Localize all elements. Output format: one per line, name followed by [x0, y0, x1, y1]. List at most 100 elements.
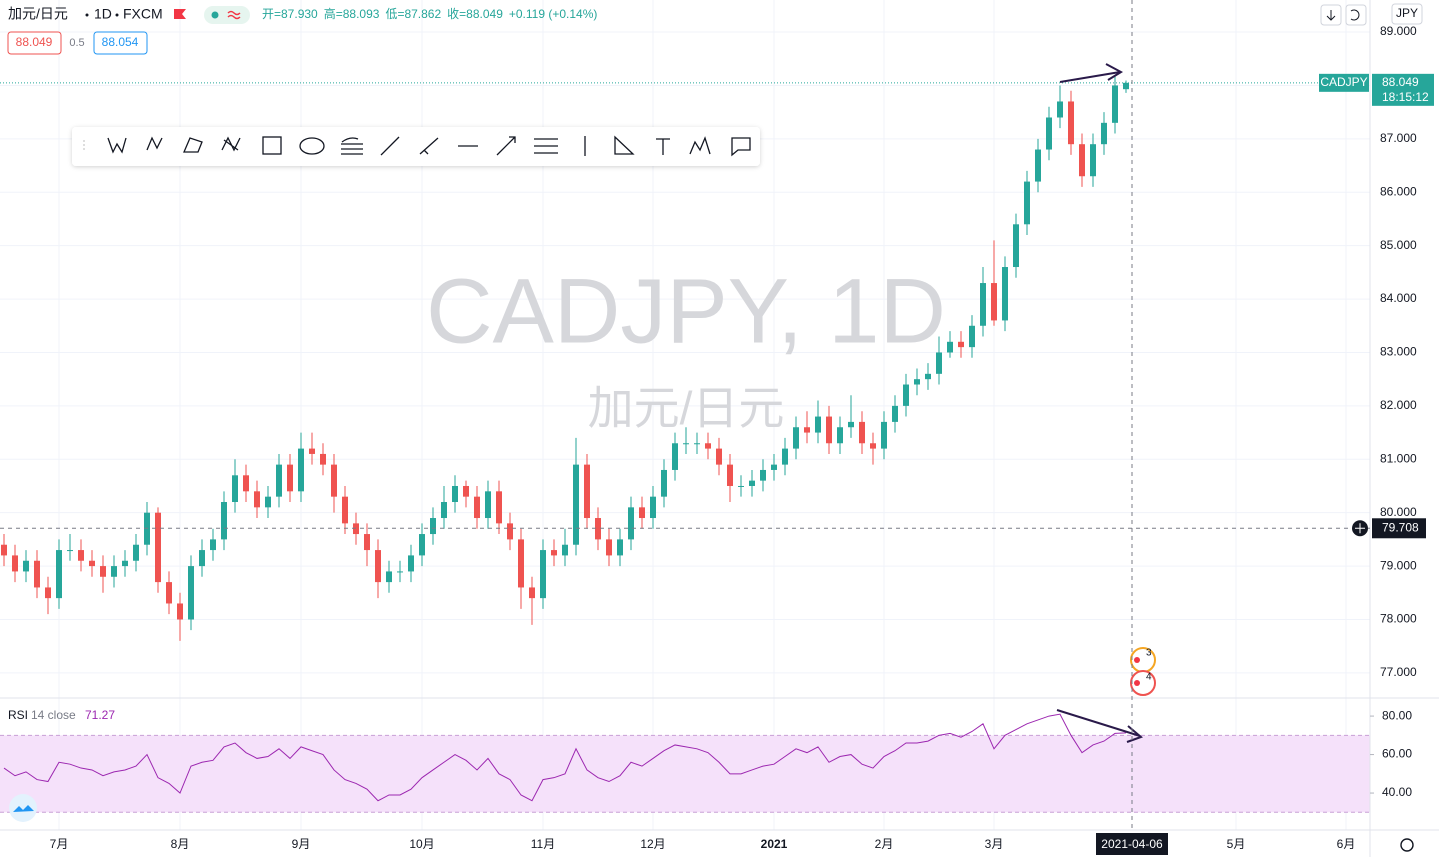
candle-body: [672, 443, 678, 470]
spread: 0.5: [69, 37, 84, 49]
ohlc-value: 收=88.049: [447, 7, 503, 21]
candle-body: [474, 496, 480, 519]
x-tick-label: 2021: [761, 837, 788, 851]
candle-body: [1112, 85, 1118, 123]
candle-body: [56, 550, 62, 599]
logo[interactable]: [9, 794, 37, 822]
crosshair-date: 2021-04-06: [1101, 837, 1163, 851]
candle-body: [540, 550, 546, 599]
candle-body: [210, 539, 216, 551]
currency-button[interactable]: [1391, 3, 1423, 25]
add-icon: [1355, 523, 1365, 534]
event-badge[interactable]: [1130, 670, 1156, 696]
x-tick-label: 9月: [292, 837, 311, 851]
y-tick-label: 80.000: [1380, 505, 1417, 519]
y-tick-label: 79.000: [1380, 558, 1417, 572]
candle-body: [617, 539, 623, 556]
candle-body: [353, 523, 359, 535]
candle-body: [199, 550, 205, 567]
x-tick-label: 12月: [640, 837, 665, 851]
x-tick-label: 8月: [171, 837, 190, 851]
candle-body: [1002, 267, 1008, 321]
candle-body: [331, 464, 337, 497]
interval[interactable]: 1D: [94, 6, 112, 22]
marks: [0, 74, 1370, 802]
y-tick-label: 81.000: [1380, 451, 1417, 465]
y-tick-label: 85.000: [1380, 238, 1417, 252]
candle-body: [826, 416, 832, 444]
candle-body: [793, 427, 799, 449]
x-tick-label: 11月: [531, 837, 555, 851]
candle-body: [67, 550, 73, 552]
candle-body: [738, 485, 744, 487]
y-tick-label: 82.000: [1380, 398, 1417, 412]
candle-body: [705, 443, 711, 449]
candle-body: [551, 550, 557, 556]
candle-body: [1, 544, 7, 556]
candle-body: [606, 539, 612, 556]
ohlc-value: 低=87.862: [385, 7, 441, 21]
candle-body: [914, 379, 920, 385]
candle-body: [177, 603, 183, 620]
y-tick-label: 80.00: [1382, 708, 1412, 722]
band-fill: [0, 735, 1370, 813]
rsi-line: [3, 713, 1127, 802]
candle-body: [518, 539, 524, 588]
bid-box[interactable]: [7, 31, 62, 55]
candle-body: [1123, 82, 1129, 90]
candle-body: [661, 469, 667, 497]
candle-body: [980, 283, 986, 326]
y-tick-label: 77.000: [1380, 665, 1417, 679]
candle-body: [958, 341, 964, 348]
status-pill[interactable]: [204, 6, 250, 24]
candle-body: [584, 464, 590, 519]
candle-body: [386, 571, 392, 583]
candle-body: [1057, 101, 1063, 118]
candle-body: [408, 555, 414, 572]
candle-body: [45, 587, 51, 599]
candle-body: [936, 352, 942, 374]
candle-body: [595, 518, 601, 540]
exchange: FXCM: [123, 6, 163, 22]
candle-body: [430, 518, 436, 535]
y-tick-label: 78.000: [1380, 612, 1417, 626]
crosshair-date-bg: [1096, 833, 1168, 855]
candle-body: [925, 373, 931, 380]
candle-body: [1101, 122, 1107, 145]
candle-body: [782, 448, 788, 465]
candle-body: [1013, 224, 1019, 268]
indicator-name[interactable]: RSI: [8, 708, 28, 722]
candle-body: [848, 421, 854, 428]
candle-body: [903, 384, 909, 406]
candle-body: [749, 480, 755, 486]
settings-icon[interactable]: [1400, 838, 1414, 852]
header: 加元/日元 1D FXCM 开=87.930 高=88.093 低=87.862 收=…: [7, 6, 597, 55]
candle-body: [881, 421, 887, 449]
candle-body: [870, 443, 876, 449]
candle-body: [441, 502, 447, 519]
symbol[interactable]: 加元/日元: [8, 6, 68, 22]
candle-body: [991, 283, 997, 321]
rsi-band: [0, 734, 1370, 813]
candle-body: [375, 550, 381, 583]
reset-button[interactable]: [1345, 4, 1367, 26]
y-tick-label: 84.000: [1380, 291, 1417, 305]
candle-body: [133, 544, 139, 561]
candle-body: [1090, 144, 1096, 177]
y-tick-label: 83.000: [1380, 345, 1417, 359]
flag-icon[interactable]: [174, 9, 186, 19]
ohlc-value: 高=88.093: [324, 6, 380, 21]
badge-count: 3: [1146, 648, 1152, 659]
candle-body: [837, 427, 843, 444]
candle-body: [287, 464, 293, 492]
candle-body: [859, 421, 865, 444]
ohlc-value: 开=87.930: [262, 7, 318, 21]
ask-box[interactable]: [93, 31, 148, 55]
candle-body: [485, 491, 491, 519]
candle-body: [342, 496, 348, 524]
x-tick-label: 3月: [985, 837, 1004, 851]
event-badges: [1130, 647, 1156, 696]
toolbar-bg: [72, 127, 760, 166]
